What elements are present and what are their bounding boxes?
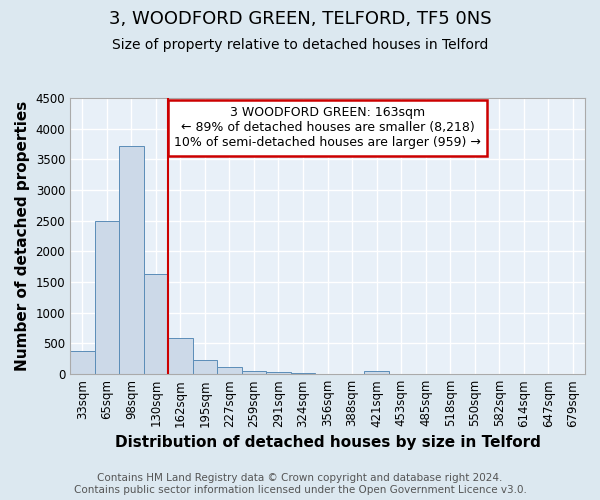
- Bar: [95, 220, 119, 374]
- Bar: [193, 360, 217, 374]
- Bar: [119, 146, 143, 374]
- Bar: [266, 372, 291, 374]
- Text: 3 WOODFORD GREEN: 163sqm
← 89% of detached houses are smaller (8,218)
10% of sem: 3 WOODFORD GREEN: 163sqm ← 89% of detach…: [174, 106, 481, 150]
- Bar: [242, 371, 266, 374]
- Bar: [168, 338, 193, 374]
- Bar: [291, 372, 315, 374]
- Y-axis label: Number of detached properties: Number of detached properties: [15, 101, 30, 371]
- X-axis label: Distribution of detached houses by size in Telford: Distribution of detached houses by size …: [115, 435, 541, 450]
- Bar: [217, 368, 242, 374]
- Text: 3, WOODFORD GREEN, TELFORD, TF5 0NS: 3, WOODFORD GREEN, TELFORD, TF5 0NS: [109, 10, 491, 28]
- Text: Contains HM Land Registry data © Crown copyright and database right 2024.
Contai: Contains HM Land Registry data © Crown c…: [74, 474, 526, 495]
- Bar: [364, 372, 389, 374]
- Text: Size of property relative to detached houses in Telford: Size of property relative to detached ho…: [112, 38, 488, 52]
- Bar: [143, 274, 168, 374]
- Bar: [70, 352, 95, 374]
